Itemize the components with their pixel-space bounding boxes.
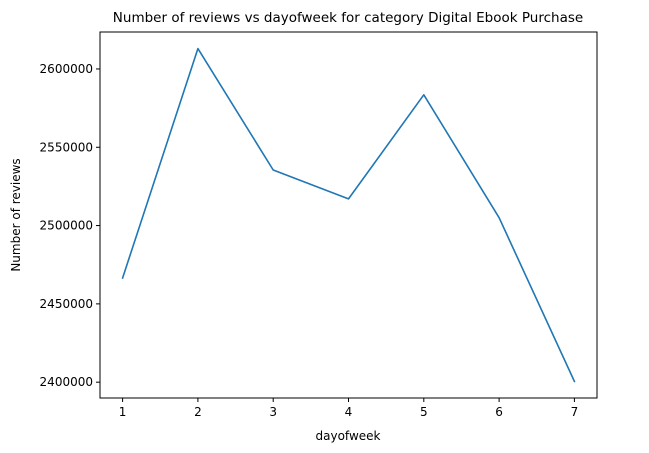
y-axis-label: Number of reviews — [9, 158, 23, 271]
chart-title: Number of reviews vs dayofweek for categ… — [113, 10, 583, 26]
x-tick-label: 4 — [345, 405, 353, 419]
y-tick-label: 2450000 — [40, 297, 93, 311]
x-axis-label: dayofweek — [316, 429, 381, 443]
x-tick-label: 7 — [571, 405, 579, 419]
x-tick-label: 5 — [420, 405, 428, 419]
plot-frame — [99, 31, 598, 399]
y-tick-label: 2550000 — [40, 140, 93, 154]
x-tick-label: 3 — [269, 405, 277, 419]
x-axis: 1 2 3 4 5 6 7 — [119, 398, 578, 419]
x-tick-label: 2 — [194, 405, 202, 419]
series-group — [121, 47, 576, 383]
y-tick-label: 2500000 — [40, 219, 93, 233]
y-axis: 2400000 2450000 2500000 2550000 2600000 — [40, 62, 100, 389]
y-tick-label: 2400000 — [40, 375, 93, 389]
x-tick-label: 1 — [119, 405, 127, 419]
x-tick-label: 6 — [495, 405, 503, 419]
plot-area: 2400000 2450000 2500000 2550000 2600000 1 2 3 4… — [40, 31, 598, 419]
series-line — [121, 47, 576, 383]
y-tick-label: 2600000 — [40, 62, 93, 76]
